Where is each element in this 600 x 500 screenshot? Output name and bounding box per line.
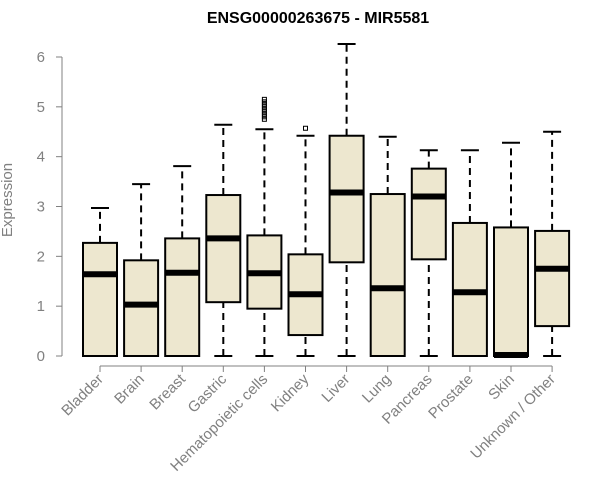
box-rect — [534, 229, 571, 328]
y-tick-label: 0 — [37, 348, 45, 365]
chart-title: ENSG00000263675 - MIR5581 — [207, 10, 429, 27]
y-tick-label: 3 — [37, 199, 45, 216]
outlier-point — [261, 96, 267, 102]
box-kidney — [287, 125, 324, 357]
box-breast — [164, 165, 201, 357]
box-bladder — [82, 206, 118, 357]
box-rect — [410, 167, 447, 261]
x-tick-label: Brain — [111, 371, 148, 408]
box-rect — [493, 226, 529, 357]
x-tick-label: Breast — [146, 370, 189, 413]
y-tick-label: 2 — [37, 248, 45, 265]
x-tick-label: Skin — [485, 371, 518, 404]
x-tick-label: Lung — [359, 371, 395, 407]
box-rect — [123, 259, 160, 358]
box-gastric — [205, 123, 242, 357]
box-rect — [328, 134, 365, 264]
x-tick-label: Liver — [318, 371, 353, 406]
y-axis-label: Expression — [0, 163, 16, 237]
box-hematopoietic-cells — [246, 96, 283, 357]
y-tick-label: 1 — [37, 298, 45, 315]
box-group — [82, 43, 571, 359]
y-tick-label: 5 — [37, 99, 45, 116]
y-tick-label: 6 — [37, 49, 45, 66]
box-rect — [82, 241, 118, 357]
box-pancreas — [410, 149, 447, 357]
box-liver — [328, 43, 365, 357]
box-rect — [164, 237, 201, 357]
x-tick-label: Bladder — [58, 371, 107, 420]
y-axis: 0 1 2 3 4 5 6 — [37, 49, 63, 365]
outlier-point — [303, 125, 308, 131]
box-prostate — [451, 149, 488, 357]
x-tick-label: Kidney — [268, 370, 313, 415]
box-skin — [493, 141, 529, 359]
x-tick-label: Prostate — [425, 371, 477, 423]
box-unknown-other — [534, 130, 571, 357]
box-rect — [205, 194, 242, 304]
box-rect — [369, 193, 406, 357]
box-brain — [123, 183, 160, 358]
y-tick-label: 4 — [37, 149, 45, 166]
box-lung — [369, 135, 406, 357]
